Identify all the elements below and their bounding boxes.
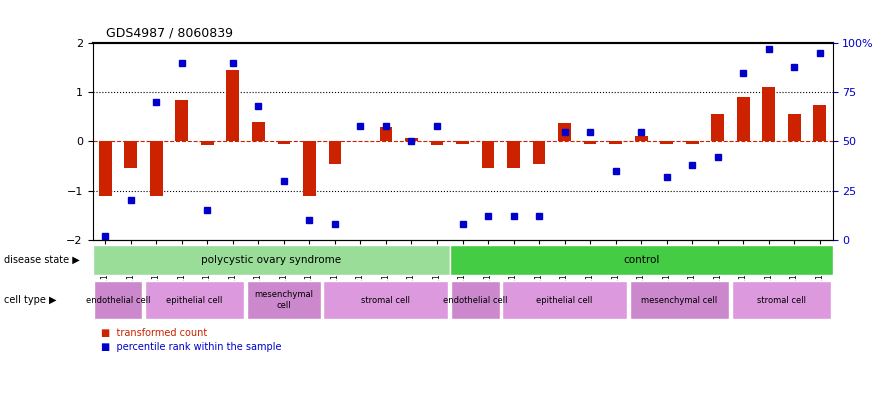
Bar bbox=[610, 141, 622, 144]
Bar bbox=[150, 141, 163, 195]
Text: ■  percentile rank within the sample: ■ percentile rank within the sample bbox=[101, 342, 282, 353]
Bar bbox=[685, 141, 699, 144]
Bar bbox=[329, 141, 341, 163]
Bar bbox=[630, 281, 729, 319]
Text: GDS4987 / 8060839: GDS4987 / 8060839 bbox=[106, 26, 233, 39]
Bar bbox=[175, 100, 189, 141]
Text: mesenchymal cell: mesenchymal cell bbox=[641, 296, 717, 305]
Bar bbox=[502, 281, 627, 319]
Text: control: control bbox=[623, 255, 659, 264]
Bar bbox=[507, 141, 520, 169]
Bar bbox=[431, 141, 443, 145]
Bar bbox=[144, 281, 244, 319]
Bar bbox=[559, 123, 571, 141]
Bar bbox=[226, 70, 240, 141]
Bar bbox=[201, 141, 214, 145]
Bar bbox=[788, 114, 801, 141]
Bar bbox=[93, 281, 142, 319]
Bar bbox=[533, 141, 545, 163]
Text: epithelial cell: epithelial cell bbox=[167, 296, 223, 305]
Bar bbox=[93, 244, 450, 275]
Bar bbox=[252, 122, 265, 141]
Text: ■  transformed count: ■ transformed count bbox=[101, 328, 208, 338]
Text: disease state ▶: disease state ▶ bbox=[4, 255, 80, 264]
Bar bbox=[124, 141, 137, 169]
Text: epithelial cell: epithelial cell bbox=[537, 296, 593, 305]
Text: endothelial cell: endothelial cell bbox=[443, 296, 507, 305]
Text: endothelial cell: endothelial cell bbox=[85, 296, 151, 305]
Bar bbox=[380, 127, 392, 141]
Bar bbox=[303, 141, 315, 195]
Bar bbox=[762, 87, 775, 141]
Bar bbox=[584, 141, 596, 144]
Bar bbox=[732, 281, 832, 319]
Bar bbox=[660, 141, 673, 144]
Text: cell type ▶: cell type ▶ bbox=[4, 295, 57, 305]
Text: stromal cell: stromal cell bbox=[361, 296, 411, 305]
Bar bbox=[405, 138, 418, 141]
Bar bbox=[451, 281, 500, 319]
Bar bbox=[450, 244, 833, 275]
Bar bbox=[456, 141, 469, 144]
Bar bbox=[278, 141, 290, 144]
Text: mesenchymal
cell: mesenchymal cell bbox=[255, 290, 314, 310]
Text: polycystic ovary syndrome: polycystic ovary syndrome bbox=[201, 255, 341, 264]
Bar bbox=[635, 136, 648, 141]
Bar bbox=[247, 281, 321, 319]
Bar bbox=[711, 114, 724, 141]
Bar bbox=[482, 141, 494, 169]
Bar bbox=[813, 105, 826, 141]
Bar bbox=[99, 141, 112, 195]
Bar bbox=[323, 281, 448, 319]
Bar bbox=[737, 97, 750, 141]
Text: stromal cell: stromal cell bbox=[757, 296, 806, 305]
